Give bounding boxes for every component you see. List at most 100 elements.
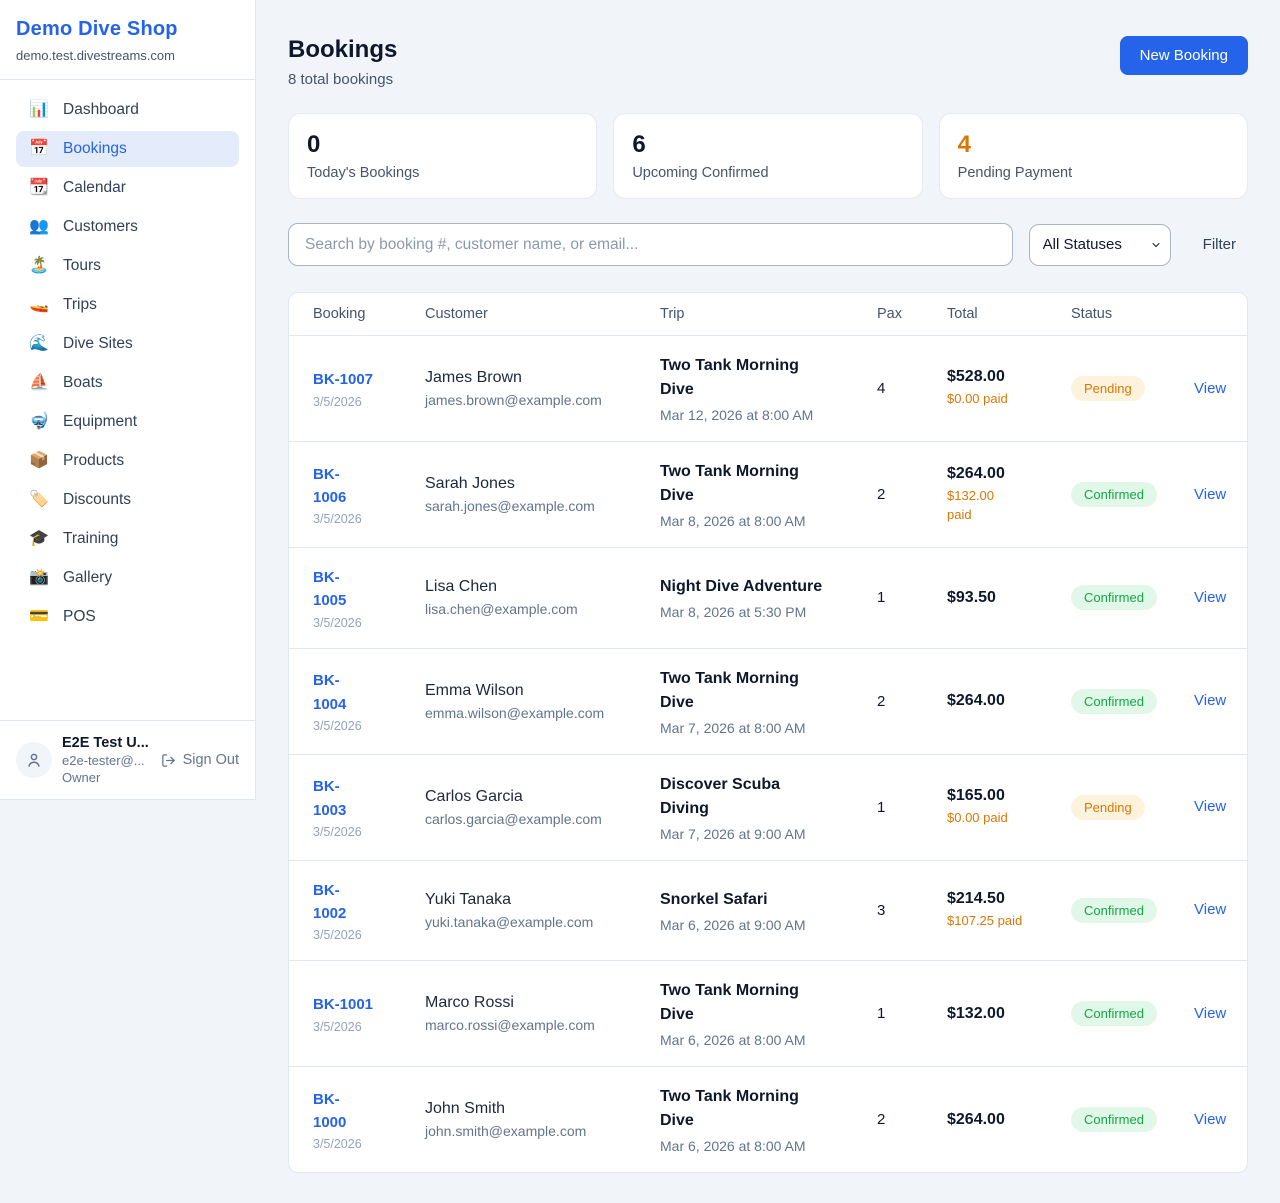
total-value: $132.00 xyxy=(947,1004,1005,1022)
sidebar-item-tours[interactable]: 🏝️ Tours xyxy=(16,248,239,284)
status-badge: Pending xyxy=(1071,376,1145,401)
status-badge: Confirmed xyxy=(1071,1107,1157,1132)
view-link[interactable]: View xyxy=(1194,379,1227,397)
total-cell: $264.00 xyxy=(947,1111,1071,1129)
sign-out-button[interactable]: Sign Out xyxy=(161,752,239,768)
view-link[interactable]: View xyxy=(1194,901,1227,919)
status-badge: Confirmed xyxy=(1071,482,1157,507)
booking-id-link[interactable]: BK- 1005 xyxy=(313,569,347,610)
booking-cell: BK- 1004 3/5/2026 xyxy=(313,669,425,733)
actions-cell: View xyxy=(1194,1005,1226,1023)
booking-id-link[interactable]: BK- 1003 xyxy=(313,778,347,819)
status-filter-select[interactable]: All Statuses xyxy=(1028,223,1171,266)
status-cell: Pending xyxy=(1071,376,1194,401)
sidebar-item-equipment[interactable]: 🤿 Equipment xyxy=(16,404,239,440)
status-badge: Confirmed xyxy=(1071,897,1157,923)
actions-cell: View xyxy=(1194,589,1226,607)
calendar-icon: 📅 xyxy=(29,140,49,157)
customer-name: Marco Rossi xyxy=(425,994,514,1011)
trip-datetime: Mar 7, 2026 at 8:00 AM xyxy=(660,719,806,736)
brand-block: Demo Dive Shop demo.test.divestreams.com xyxy=(0,0,255,80)
trip-datetime: Mar 6, 2026 at 8:00 AM xyxy=(660,1032,806,1048)
trip-name: Two Tank Morning Dive xyxy=(660,669,799,711)
booking-id-link[interactable]: BK- 1006 xyxy=(313,465,347,506)
sidebar-item-dashboard[interactable]: 📊 Dashboard xyxy=(16,92,239,128)
trip-datetime: Mar 6, 2026 at 9:00 AM xyxy=(660,916,806,933)
diving-mask-icon: 🤿 xyxy=(29,413,49,430)
stat-card-pending-payment: 4 Pending Payment xyxy=(938,113,1248,199)
sidebar-item-customers[interactable]: 👥 Customers xyxy=(16,209,239,245)
speedboat-icon: 🚤 xyxy=(29,296,49,313)
stat-value: 6 xyxy=(632,131,646,158)
pax-value: 2 xyxy=(877,692,886,710)
search-input[interactable] xyxy=(288,223,1013,266)
status-cell: Confirmed xyxy=(1071,897,1194,923)
booking-id-link[interactable]: BK- 1000 xyxy=(313,1090,347,1131)
customer-name: Emma Wilson xyxy=(425,681,524,699)
total-value: $93.50 xyxy=(947,588,996,606)
status-badge: Confirmed xyxy=(1071,1001,1157,1026)
customer-name: Sarah Jones xyxy=(425,475,515,492)
customer-cell: Yuki Tanaka yuki.tanaka@example.com xyxy=(425,891,660,930)
customer-email: emma.wilson@example.com xyxy=(425,704,605,721)
view-link[interactable]: View xyxy=(1194,1004,1227,1022)
sidebar-item-discounts[interactable]: 🏷️ Discounts xyxy=(16,482,239,518)
booking-id-link[interactable]: BK- 1002 xyxy=(313,881,347,922)
trip-cell: Two Tank Morning Dive Mar 8, 2026 at 8:0… xyxy=(660,460,877,529)
page-subtitle: 8 total bookings xyxy=(288,71,394,88)
status-cell: Confirmed xyxy=(1071,688,1194,714)
view-link[interactable]: View xyxy=(1194,485,1227,503)
sidebar-item-calendar[interactable]: 📆 Calendar xyxy=(16,170,239,206)
total-cell: $93.50 xyxy=(947,589,1071,607)
pax-value: 4 xyxy=(877,380,886,397)
sidebar-item-products[interactable]: 📦 Products xyxy=(16,443,239,479)
sidebar-item-training[interactable]: 🎓 Training xyxy=(16,521,239,557)
customer-cell: James Brown james.brown@example.com xyxy=(425,369,660,408)
status-filter-wrap: All Statuses xyxy=(1028,223,1171,266)
column-header-customer: Customer xyxy=(425,306,488,322)
view-link[interactable]: View xyxy=(1194,588,1227,606)
booking-id-link[interactable]: BK-1007 xyxy=(313,371,374,389)
customer-email: yuki.tanaka@example.com xyxy=(425,913,594,930)
stat-label: Upcoming Confirmed xyxy=(632,165,769,181)
total-cell: $132.00 xyxy=(947,1005,1071,1023)
column-header-booking: Booking xyxy=(313,306,366,322)
sidebar-item-bookings[interactable]: 📅 Bookings xyxy=(16,131,239,167)
new-booking-button[interactable]: New Booking xyxy=(1119,36,1248,75)
view-link[interactable]: View xyxy=(1194,1110,1227,1128)
bookings-table: Booking Customer Trip Pax Total Status B… xyxy=(288,292,1248,1173)
main-content: Bookings 8 total bookings New Booking 0 … xyxy=(256,0,1280,1203)
customer-cell: Emma Wilson emma.wilson@example.com xyxy=(425,682,660,721)
view-link[interactable]: View xyxy=(1194,798,1227,815)
pax-value: 3 xyxy=(877,901,886,919)
table-row: BK- 1002 3/5/2026 Yuki Tanaka yuki.tanak… xyxy=(289,859,1247,961)
sidebar-item-dive-sites[interactable]: 🌊 Dive Sites xyxy=(16,326,239,362)
trip-cell: Night Dive Adventure Mar 8, 2026 at 5:30… xyxy=(660,575,877,620)
customer-name: John Smith xyxy=(425,1100,506,1117)
table-row: BK- 1000 3/5/2026 John Smith john.smith@… xyxy=(289,1066,1247,1172)
total-value: $214.50 xyxy=(947,889,1005,907)
column-header-total: Total xyxy=(947,306,978,322)
booking-cell: BK- 1000 3/5/2026 xyxy=(313,1088,425,1152)
booking-id-link[interactable]: BK- 1004 xyxy=(313,672,347,713)
pax-value: 1 xyxy=(877,1005,886,1022)
total-cell: $528.00 $0.00 paid xyxy=(947,368,1071,409)
actions-cell: View xyxy=(1194,380,1226,398)
sidebar-item-label: Calendar xyxy=(63,179,126,196)
sidebar-item-trips[interactable]: 🚤 Trips xyxy=(16,287,239,323)
view-link[interactable]: View xyxy=(1194,692,1227,709)
booking-id-link[interactable]: BK-1001 xyxy=(313,996,374,1014)
booking-date: 3/5/2026 xyxy=(313,615,362,630)
user-email: e2e-tester@... xyxy=(62,753,145,768)
total-value: $264.00 xyxy=(947,1110,1005,1128)
stat-card-upcoming-confirmed: 6 Upcoming Confirmed xyxy=(613,113,923,199)
trip-name: Two Tank Morning Dive xyxy=(660,1088,799,1129)
sidebar-item-gallery[interactable]: 📸 Gallery xyxy=(16,560,239,596)
status-badge: Confirmed xyxy=(1071,585,1157,611)
status-cell: Pending xyxy=(1071,794,1194,820)
filter-button[interactable]: Filter xyxy=(1202,236,1236,253)
sidebar-item-boats[interactable]: ⛵ Boats xyxy=(16,365,239,401)
sidebar-item-pos[interactable]: 💳 POS xyxy=(16,599,239,635)
pax-value: 2 xyxy=(877,1111,886,1128)
customer-name: Carlos Garcia xyxy=(425,787,523,805)
